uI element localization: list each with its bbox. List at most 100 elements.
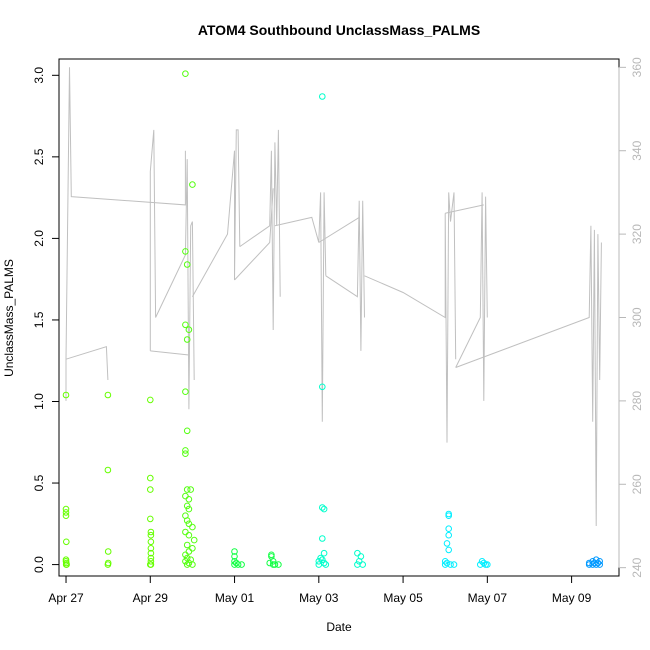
data-point — [319, 504, 326, 511]
data-point — [189, 545, 196, 552]
data-point — [62, 391, 70, 399]
x-tick-label: May 03 — [299, 591, 339, 605]
data-point — [445, 525, 453, 533]
data-point — [147, 554, 155, 562]
altitude-line-segment — [65, 67, 186, 401]
data-point — [183, 502, 191, 510]
data-point — [354, 549, 361, 557]
altitude-line-segment — [364, 192, 457, 443]
x-axis-label: Date — [326, 620, 352, 634]
altitude-line-segment — [274, 192, 327, 422]
data-point — [477, 561, 484, 568]
data-point — [190, 536, 198, 544]
y2-axis: 240 260 280 300 320 340 360 — [618, 57, 644, 578]
data-point — [62, 509, 70, 516]
altitude-line-segment — [150, 350, 189, 356]
data-point — [320, 505, 328, 513]
data-point — [147, 558, 155, 565]
data-point — [189, 181, 196, 188]
data-point — [182, 388, 189, 396]
x-tick-label: Apr 27 — [48, 591, 84, 605]
altitude-line-segment — [455, 225, 602, 527]
data-point — [104, 561, 112, 568]
data-point — [182, 321, 189, 329]
data-point — [185, 496, 193, 503]
data-point — [147, 486, 154, 493]
y-tick-label: 2.0 — [32, 230, 46, 247]
data-point — [147, 549, 155, 557]
data-point — [355, 558, 363, 565]
data-point — [441, 558, 449, 565]
altitude-line-segment — [239, 129, 281, 331]
data-point — [185, 520, 193, 528]
data-point — [187, 486, 194, 493]
data-point — [182, 70, 189, 77]
data-point — [147, 531, 155, 539]
data-point — [147, 545, 155, 552]
data-point — [183, 561, 191, 568]
data-point — [319, 556, 326, 564]
data-point — [317, 554, 324, 562]
data-point — [480, 559, 488, 567]
x-tick-label: Apr 29 — [133, 591, 169, 605]
plot-area-frame — [58, 58, 620, 577]
data-point — [231, 558, 238, 565]
data-point — [320, 549, 328, 557]
data-point — [315, 561, 323, 568]
data-point — [445, 512, 453, 520]
data-point — [182, 447, 189, 454]
data-point — [189, 523, 196, 531]
data-point — [183, 261, 191, 268]
altitude-line-segment — [65, 346, 109, 381]
x-axis: Apr 27 Apr 29 May 01 May 03 May 05 May 07 May … — [48, 575, 592, 605]
data-point — [231, 548, 238, 555]
x-tick-label: May 01 — [215, 591, 255, 605]
data-point — [185, 559, 193, 567]
data-point — [445, 546, 453, 554]
y2-tick-label: 320 — [630, 224, 644, 244]
data-point — [62, 512, 70, 520]
y2-tick-label: 260 — [630, 474, 644, 494]
y2-tick-label: 300 — [630, 307, 644, 327]
data-point — [183, 336, 191, 343]
altitude-line-segment — [234, 188, 274, 281]
data-point — [182, 450, 189, 458]
data-point — [592, 561, 600, 568]
y-tick-label: 0.0 — [32, 556, 46, 573]
data-point — [62, 505, 70, 513]
data-point — [62, 561, 70, 568]
altitude-line-segment — [149, 129, 195, 410]
data-point — [443, 540, 451, 547]
data-point — [592, 556, 600, 564]
data-point — [63, 538, 70, 546]
data-point — [359, 561, 367, 568]
data-point — [147, 515, 154, 523]
y2-tick-label: 280 — [630, 391, 644, 411]
data-point — [591, 559, 598, 567]
chart-title: ATOM4 Southbound UnclassMass_PALMS — [198, 22, 480, 38]
altitude-line-layer — [65, 67, 602, 527]
data-point — [319, 93, 326, 100]
data-point — [319, 535, 326, 542]
data-point — [183, 541, 191, 549]
data-point — [484, 561, 491, 568]
data-point — [104, 548, 112, 555]
data-point — [147, 474, 154, 482]
data-point — [104, 466, 112, 474]
y-tick-label: 0.5 — [32, 474, 46, 491]
y-tick-label: 1.5 — [32, 311, 46, 328]
altitude-line-segment — [445, 204, 484, 214]
altitude-line-segment — [191, 129, 241, 297]
data-point — [231, 561, 238, 568]
x-tick-label: May 07 — [468, 591, 508, 605]
data-point — [185, 326, 193, 334]
data-point — [322, 561, 330, 568]
data-point — [319, 383, 326, 391]
data-point — [182, 492, 189, 500]
altitude-line-segment — [325, 200, 365, 351]
data-point — [450, 561, 458, 568]
x-tick-label: May 09 — [552, 591, 592, 605]
data-point — [182, 528, 189, 536]
y2-tick-label: 340 — [630, 140, 644, 160]
data-point — [182, 551, 189, 559]
